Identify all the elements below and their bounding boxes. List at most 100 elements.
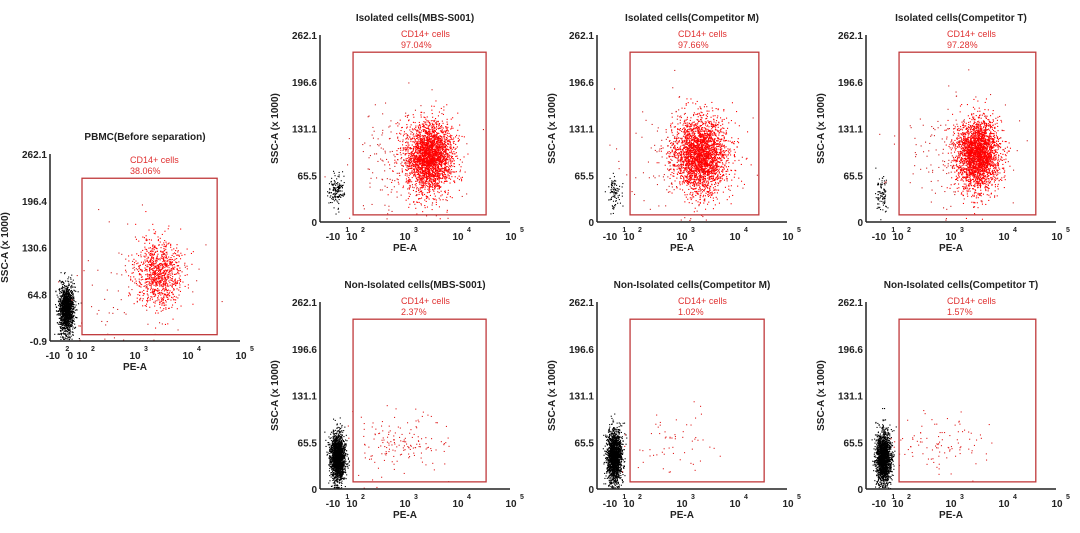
data-point bbox=[138, 273, 140, 275]
data-point bbox=[159, 283, 161, 285]
data-point bbox=[187, 287, 189, 289]
data-point bbox=[405, 158, 407, 160]
data-point bbox=[434, 160, 436, 162]
data-point bbox=[405, 169, 407, 171]
data-point bbox=[71, 291, 73, 293]
data-point bbox=[162, 277, 164, 279]
data-point bbox=[444, 133, 446, 135]
data-point bbox=[423, 149, 425, 151]
data-point bbox=[420, 161, 422, 163]
data-point bbox=[157, 275, 159, 277]
data-point bbox=[69, 303, 71, 305]
data-point bbox=[435, 154, 437, 156]
data-point bbox=[151, 254, 153, 256]
data-point bbox=[68, 307, 70, 309]
data-point bbox=[157, 236, 159, 238]
data-point bbox=[68, 295, 70, 297]
data-point bbox=[436, 157, 438, 159]
data-point bbox=[434, 126, 436, 128]
data-point bbox=[140, 286, 142, 288]
data-point bbox=[61, 296, 63, 298]
data-point bbox=[427, 127, 429, 129]
data-point bbox=[159, 278, 161, 280]
data-point bbox=[422, 141, 424, 143]
data-point bbox=[407, 160, 409, 162]
data-point bbox=[164, 254, 166, 256]
data-point bbox=[61, 303, 63, 305]
data-point bbox=[425, 147, 427, 149]
data-point bbox=[128, 295, 130, 297]
data-point bbox=[387, 161, 389, 163]
data-point bbox=[154, 263, 156, 265]
data-point bbox=[64, 313, 66, 315]
data-point bbox=[158, 268, 160, 270]
data-point bbox=[443, 163, 445, 165]
data-point bbox=[405, 181, 407, 183]
data-point bbox=[335, 196, 337, 198]
data-point bbox=[429, 133, 431, 135]
data-point bbox=[160, 297, 162, 299]
data-point bbox=[61, 295, 63, 297]
data-point bbox=[154, 276, 156, 278]
data-point bbox=[159, 322, 161, 324]
data-point bbox=[440, 151, 442, 153]
data-point bbox=[418, 146, 420, 148]
data-point bbox=[431, 156, 433, 158]
data-point bbox=[70, 277, 72, 279]
data-point bbox=[155, 289, 157, 291]
data-point bbox=[66, 321, 68, 323]
data-point bbox=[66, 295, 68, 297]
data-point bbox=[80, 302, 82, 304]
data-point bbox=[416, 147, 418, 149]
data-point bbox=[59, 288, 61, 290]
data-point bbox=[166, 263, 168, 265]
data-point bbox=[404, 115, 406, 117]
data-point bbox=[416, 151, 418, 153]
data-point bbox=[331, 202, 333, 204]
data-point bbox=[173, 299, 175, 301]
data-point bbox=[120, 299, 122, 301]
data-point bbox=[425, 200, 427, 202]
data-point bbox=[457, 177, 459, 179]
data-point bbox=[421, 147, 423, 149]
data-point bbox=[420, 148, 422, 150]
data-point bbox=[70, 303, 72, 305]
data-point bbox=[165, 241, 167, 243]
data-point bbox=[460, 166, 462, 168]
data-point bbox=[407, 138, 409, 140]
data-point bbox=[418, 147, 420, 149]
data-point bbox=[63, 304, 65, 306]
data-point bbox=[424, 207, 426, 209]
data-point bbox=[423, 172, 425, 174]
data-point bbox=[416, 170, 418, 172]
data-point bbox=[432, 165, 434, 167]
data-point bbox=[168, 295, 170, 297]
data-point bbox=[444, 176, 446, 178]
data-point bbox=[444, 191, 446, 193]
data-point bbox=[162, 300, 164, 302]
data-point bbox=[409, 186, 411, 188]
data-point bbox=[171, 296, 173, 298]
data-point bbox=[63, 305, 65, 307]
data-point bbox=[428, 139, 430, 141]
data-point bbox=[161, 256, 163, 258]
data-point bbox=[433, 184, 435, 186]
data-point bbox=[419, 180, 421, 182]
data-point bbox=[435, 137, 437, 139]
data-point bbox=[424, 186, 426, 188]
data-point bbox=[66, 325, 68, 327]
data-point bbox=[417, 165, 419, 167]
data-point bbox=[128, 292, 130, 294]
data-point bbox=[71, 313, 73, 315]
data-point bbox=[445, 130, 447, 132]
data-point bbox=[418, 130, 420, 132]
data-point bbox=[432, 135, 434, 137]
data-point bbox=[172, 304, 174, 306]
data-point bbox=[146, 240, 148, 242]
data-point bbox=[171, 286, 173, 288]
data-point bbox=[427, 137, 429, 139]
data-point bbox=[448, 149, 450, 151]
data-point bbox=[73, 300, 75, 302]
data-point bbox=[72, 313, 74, 315]
data-point bbox=[60, 302, 62, 304]
